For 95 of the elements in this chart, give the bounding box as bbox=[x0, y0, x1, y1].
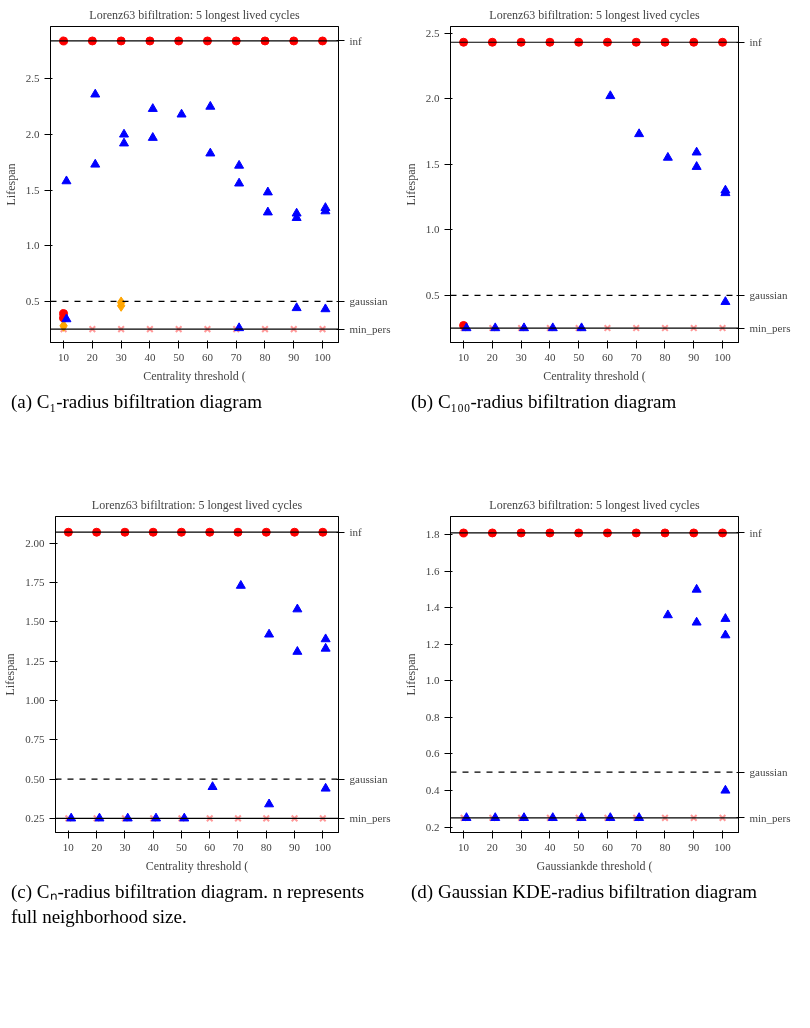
x-tick-label: 40 bbox=[147, 840, 160, 853]
ref-line-label: inf bbox=[349, 526, 363, 539]
x-tick-label: 30 bbox=[515, 350, 528, 363]
x-tick-label: 10 bbox=[58, 350, 70, 363]
x-tick-label: 20 bbox=[486, 840, 499, 853]
x-tick-label: 60 bbox=[204, 840, 216, 853]
x-tick-label: 70 bbox=[630, 840, 643, 853]
x-tick-label: 80 bbox=[659, 350, 671, 363]
ref-line-label: min_pers bbox=[349, 323, 391, 336]
x-tick-label: 50 bbox=[573, 840, 585, 853]
x-tick-label: 60 bbox=[601, 840, 614, 853]
x-tick-label: 100 bbox=[314, 840, 332, 853]
x-tick-label: 50 bbox=[573, 350, 585, 363]
y-axis-title: Lifespan bbox=[3, 163, 18, 206]
x-axis-title: Centrality threshold ( bbox=[145, 858, 249, 873]
chart-title: Lorenz63 bifiltration: 5 longest lived cycles bbox=[91, 497, 303, 512]
x-tick-label: 50 bbox=[173, 350, 185, 363]
ref-line-label: inf bbox=[349, 34, 363, 47]
y-axis-title: Lifespan bbox=[3, 653, 18, 696]
x-tick-label: 30 bbox=[115, 350, 128, 363]
x-tick-label: 80 bbox=[259, 350, 271, 363]
x-tick-label: 10 bbox=[62, 840, 75, 853]
x-tick-label: 100 bbox=[714, 350, 732, 363]
text: (c) Cₙ-radius bifiltration diagram. n represents full neighborhood size. bbox=[11, 880, 366, 929]
chart-title: Lorenz63 bifiltration: 5 longest lived cycles bbox=[489, 7, 700, 22]
y-tick-label: 2.0 bbox=[25, 127, 40, 140]
y-axis-title: Lifespan bbox=[403, 163, 418, 206]
y-tick-label: 1.5 bbox=[425, 157, 440, 170]
y-tick-label: 2.5 bbox=[425, 26, 440, 39]
x-tick-label: 60 bbox=[201, 350, 214, 363]
x-tick-label: 100 bbox=[714, 840, 732, 853]
x-tick-label: 90 bbox=[688, 840, 700, 853]
y-tick-label: 0.50 bbox=[25, 772, 45, 785]
x-tick-label: 70 bbox=[230, 350, 243, 363]
x-axis-title: Gaussiankde threshold ( bbox=[536, 858, 653, 873]
y-axis-title: Lifespan bbox=[403, 653, 418, 696]
x-tick-label: 50 bbox=[175, 840, 188, 853]
x-tick-label: 30 bbox=[515, 840, 528, 853]
x-tick-label: 80 bbox=[659, 840, 671, 853]
x-tick-label: 20 bbox=[486, 350, 499, 363]
y-tick-label: 1.25 bbox=[25, 654, 45, 667]
ref-line-label: inf bbox=[749, 526, 763, 539]
x-axis-title: Centrality threshold ( bbox=[143, 368, 246, 383]
x-tick-label: 60 bbox=[601, 350, 614, 363]
y-tick-label: 0.8 bbox=[425, 710, 440, 723]
x-tick-label: 90 bbox=[289, 840, 301, 853]
y-tick-label: 1.5 bbox=[25, 183, 40, 196]
ref-line-label: gaussian bbox=[349, 773, 388, 786]
text: (a) C₁-radius bifiltration diagram bbox=[11, 390, 262, 414]
x-tick-label: 80 bbox=[260, 840, 273, 853]
y-tick-label: 1.0 bbox=[25, 239, 40, 252]
x-tick-label: 40 bbox=[544, 840, 556, 853]
y-tick-label: 0.6 bbox=[425, 747, 440, 760]
x-tick-label: 20 bbox=[91, 840, 103, 853]
x-tick-label: 70 bbox=[232, 840, 244, 853]
y-tick-label: 0.75 bbox=[25, 733, 45, 746]
y-tick-label: 0.5 bbox=[25, 294, 40, 307]
y-tick-label: 1.8 bbox=[425, 528, 440, 541]
x-tick-label: 40 bbox=[544, 350, 556, 363]
y-tick-label: 1.2 bbox=[425, 637, 440, 650]
y-tick-label: 2.0 bbox=[425, 92, 440, 105]
y-tick-label: 1.00 bbox=[25, 693, 45, 706]
x-axis-title: Centrality threshold ( bbox=[543, 368, 646, 383]
x-tick-label: 40 bbox=[144, 350, 156, 363]
text: (d) Gaussian KDE-radius bifiltration diagram bbox=[411, 880, 758, 904]
ref-line-label: gaussian bbox=[749, 766, 788, 779]
y-tick-label: 0.5 bbox=[425, 288, 440, 301]
ref-line-label: gaussian bbox=[749, 289, 788, 302]
ref-line-label: min_pers bbox=[349, 812, 391, 825]
ref-line-label: min_pers bbox=[749, 322, 791, 335]
y-tick-label: 1.0 bbox=[425, 223, 440, 236]
text: (b) C₁₀₀-radius bifiltration diagram bbox=[411, 390, 677, 414]
x-tick-label: 100 bbox=[314, 350, 332, 363]
y-tick-label: 2.5 bbox=[25, 72, 40, 85]
x-tick-label: 90 bbox=[288, 350, 300, 363]
x-tick-label: 20 bbox=[86, 350, 99, 363]
y-tick-label: 2.00 bbox=[25, 536, 45, 549]
chart-title: Lorenz63 bifiltration: 5 longest lived cycles bbox=[489, 497, 700, 512]
y-tick-label: 1.6 bbox=[425, 564, 440, 577]
x-tick-label: 90 bbox=[688, 350, 700, 363]
x-tick-label: 10 bbox=[458, 350, 470, 363]
y-tick-label: 0.25 bbox=[25, 811, 45, 824]
ref-line-label: gaussian bbox=[349, 295, 388, 308]
y-tick-label: 1.50 bbox=[25, 615, 45, 628]
x-tick-label: 10 bbox=[458, 840, 470, 853]
chart-title: Lorenz63 bifiltration: 5 longest lived cycles bbox=[89, 7, 300, 22]
y-tick-label: 0.4 bbox=[425, 783, 440, 796]
x-tick-label: 30 bbox=[119, 840, 131, 853]
y-tick-label: 1.4 bbox=[425, 601, 440, 614]
y-tick-label: 1.0 bbox=[425, 674, 440, 687]
y-tick-label: 1.75 bbox=[25, 576, 45, 589]
ref-line-label: inf bbox=[749, 36, 763, 49]
y-tick-label: 0.2 bbox=[425, 820, 440, 833]
ref-line-label: min_pers bbox=[749, 811, 791, 824]
x-tick-label: 70 bbox=[630, 350, 643, 363]
